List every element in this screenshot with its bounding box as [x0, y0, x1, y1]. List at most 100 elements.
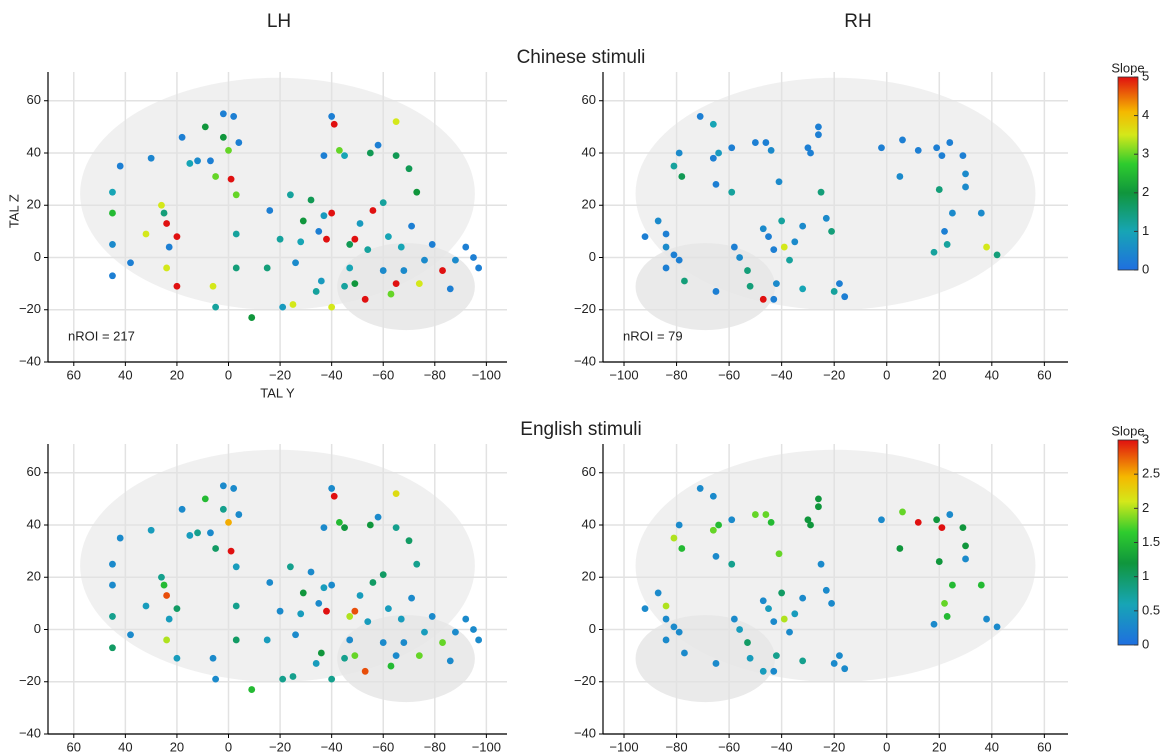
data-point — [804, 516, 812, 524]
data-point — [194, 529, 201, 537]
x-tick-label: −100 — [609, 739, 638, 754]
data-point — [675, 521, 683, 529]
data-point — [941, 227, 948, 235]
data-point — [369, 207, 377, 214]
data-point — [804, 144, 812, 152]
data-point — [116, 534, 124, 542]
colorbar-tick-label: 3 — [1142, 431, 1149, 446]
data-point — [822, 586, 830, 594]
chart-title: English stimuli — [520, 419, 641, 440]
data-point — [815, 131, 822, 139]
x-tick-label: 40 — [985, 739, 999, 754]
data-point — [641, 605, 649, 612]
data-point — [356, 592, 364, 599]
data-point — [328, 113, 336, 120]
data-point — [807, 149, 814, 157]
data-point — [712, 180, 720, 188]
data-point — [201, 123, 209, 131]
chart-title: Chinese stimuli — [517, 47, 646, 68]
data-point — [933, 144, 941, 152]
data-point — [109, 241, 116, 248]
data-point — [207, 157, 214, 165]
colorbar-tick-label: 2 — [1142, 184, 1149, 199]
data-point — [836, 652, 843, 660]
data-point — [830, 660, 838, 667]
x-tick-label: −80 — [666, 367, 688, 382]
y-tick-label: −40 — [574, 353, 596, 368]
data-point — [962, 170, 969, 178]
data-point — [163, 220, 171, 227]
data-point — [775, 178, 783, 186]
data-point — [351, 652, 359, 660]
data-point — [878, 144, 885, 152]
data-point — [759, 295, 767, 303]
data-point — [415, 280, 423, 288]
data-point — [307, 568, 315, 576]
data-point — [405, 165, 413, 173]
data-point — [320, 152, 328, 160]
data-point — [315, 227, 323, 235]
data-point — [475, 636, 483, 644]
data-point — [158, 201, 165, 209]
x-tick-label: 60 — [67, 739, 81, 754]
data-point — [292, 259, 299, 267]
data-point — [799, 222, 807, 230]
data-point — [346, 241, 354, 248]
data-point — [746, 654, 754, 662]
data-point — [341, 524, 348, 532]
data-point — [993, 251, 1001, 259]
x-tick-label: −100 — [609, 367, 638, 382]
data-point — [662, 615, 670, 623]
data-point — [675, 628, 683, 636]
data-point — [400, 639, 408, 646]
data-point — [212, 303, 220, 311]
data-point — [943, 613, 951, 620]
data-point — [248, 686, 256, 693]
colorbar-tick-label: 1 — [1142, 568, 1149, 583]
data-point — [670, 251, 678, 259]
brain-silhouette — [635, 615, 776, 703]
x-axis-label: TAL Y — [260, 385, 295, 400]
data-point — [462, 243, 470, 251]
data-point — [712, 288, 720, 295]
x-tick-label: −20 — [269, 367, 291, 382]
data-point — [387, 290, 395, 298]
data-point — [728, 144, 736, 152]
data-point — [212, 675, 220, 683]
data-point — [949, 209, 956, 217]
data-point — [335, 146, 343, 154]
data-point — [232, 264, 240, 272]
data-point — [799, 285, 807, 293]
data-point — [765, 605, 772, 612]
data-point — [392, 280, 400, 288]
data-point — [962, 183, 969, 191]
data-point — [670, 534, 678, 542]
y-tick-label: 20 — [27, 197, 41, 212]
data-point — [977, 209, 985, 217]
data-point — [312, 288, 320, 295]
data-point — [209, 282, 217, 290]
data-point — [413, 188, 421, 196]
data-point — [364, 246, 372, 254]
colorbar — [1117, 76, 1139, 271]
data-point — [452, 256, 459, 264]
data-point — [899, 136, 906, 144]
y-tick-label: 0 — [34, 621, 41, 636]
y-tick-label: −20 — [19, 301, 41, 316]
data-point — [678, 545, 686, 552]
data-point — [116, 162, 124, 170]
annotation: nROI = 217 — [68, 328, 135, 343]
data-point — [751, 511, 759, 518]
data-point — [356, 220, 364, 227]
data-point — [299, 589, 307, 597]
data-point — [379, 639, 387, 646]
data-point — [817, 188, 825, 196]
data-point — [201, 495, 209, 503]
data-point — [470, 254, 477, 261]
y-tick-label: 40 — [582, 144, 596, 159]
y-tick-label: 20 — [582, 569, 596, 584]
data-point — [446, 657, 454, 665]
data-point — [938, 524, 946, 532]
data-point — [230, 485, 238, 492]
